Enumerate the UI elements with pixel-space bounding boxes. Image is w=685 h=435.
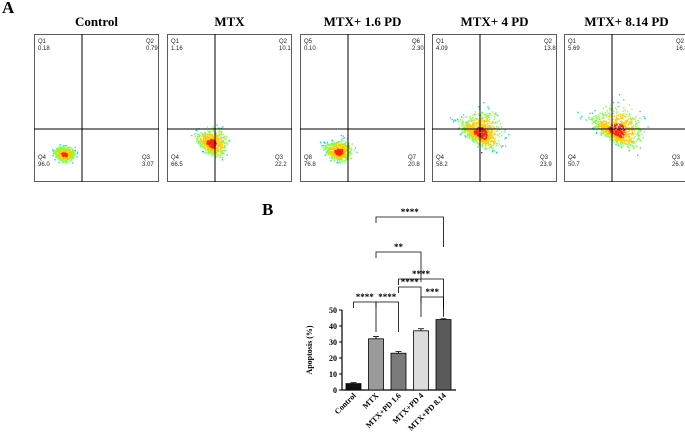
scatter-canvas [167,34,292,182]
event-dots [449,102,510,154]
bar [413,330,429,391]
significance-bracket [375,216,444,247]
bar [390,352,407,391]
flow-plot-title: MTX [214,14,245,29]
event-dots [191,124,231,161]
quadrant-label: Q2 [279,39,288,45]
significance-stars: **** [401,277,420,287]
quadrant-percentage: 13.8 [544,46,556,52]
y-tick-label: 10 [329,370,337,379]
event-dots [577,94,649,156]
quadrant-label: Q1 [568,39,577,45]
quadrant-percentage: 0.79 [146,46,158,52]
bar [368,338,384,391]
flow-scatter-plot: Q1 1.16 Q2 10.1 Q4 66.5 Q3 22.2 [167,34,292,182]
significance-stars: **** [356,292,375,302]
flow-scatter-plot: Q1 4.09 Q2 13.8 Q4 58.2 Q3 23.9 [432,34,557,182]
flow-plot-title: MTX+ 1.6 PD [323,14,402,29]
y-tick-label: 0 [333,386,337,395]
quadrant-label: Q2 [146,39,155,45]
quadrant-label: Q1 [171,39,180,45]
quadrant-percentage: 0.18 [38,46,50,52]
plot-frame [34,34,159,182]
quadrant-percentage: 16.8 [676,46,685,52]
bar [345,383,362,391]
flow-plot-title: MTX+ 4 PD [460,14,529,29]
quadrant-label: Q3 [672,155,681,161]
plot-frame [432,34,557,182]
quadrant-percentage: 4.09 [436,46,448,52]
quadrant-label: Q4 [568,155,577,161]
y-tick-label: 50 [329,306,337,315]
quadrant-percentage: 10.1 [279,46,291,52]
event-dots [319,134,358,164]
y-axis-title: Apoptosis (%) [305,325,314,374]
quadrant-percentage: 76.8 [304,162,316,168]
quadrant-percentage: 96.0 [38,162,50,168]
quadrant-label: Q7 [408,155,417,161]
significance-bracket [353,301,377,332]
quadrant-percentage: 1.16 [171,46,183,52]
quadrant-label: Q3 [540,155,549,161]
significance-stars: **** [378,292,397,302]
quadrant-label: Q8 [304,155,313,161]
plot-frame [167,34,292,182]
significance-bracket [375,301,399,332]
quadrant-label: Q1 [38,39,47,45]
quadrant-label: Q4 [171,155,180,161]
quadrant-label: Q1 [436,39,445,45]
scatter-canvas [34,34,159,182]
quadrant-label: Q3 [275,155,284,161]
quadrant-label: Q5 [304,39,313,45]
scatter-canvas [300,34,425,182]
quadrant-label: Q3 [142,155,151,161]
quadrant-percentage: 50.7 [568,162,580,168]
significance-bracket [375,251,422,282]
quadrant-percentage: 5.69 [568,46,580,52]
quadrant-label: Q6 [412,39,421,45]
plot-frame [564,34,685,182]
quadrant-percentage: 22.2 [275,162,287,168]
y-tick-label: 20 [329,354,337,363]
significance-stars: ** [394,242,404,252]
flow-scatter-plot: Q1 0.18 Q2 0.79 Q4 96.0 Q3 3.07 [34,34,159,182]
y-tick-label: 30 [329,338,337,347]
quadrant-percentage: 23.9 [540,162,552,168]
event-dots [51,144,79,164]
quadrant-percentage: 26.9 [672,162,684,168]
flow-scatter-plot: Q5 0.10 Q6 2.30 Q8 76.8 Q7 20.8 [300,34,425,182]
quadrant-label: Q4 [38,155,47,161]
flow-plot-title: MTX+ 8.14 PD [584,14,669,29]
quadrant-label: Q4 [436,155,445,161]
quadrant-percentage: 2.30 [412,46,424,52]
significance-stars: *** [426,287,440,297]
y-tick-label: 40 [329,322,337,331]
quadrant-percentage: 66.5 [171,162,183,168]
scatter-canvas [564,34,685,182]
significance-bracket [398,286,422,317]
quadrant-percentage: 3.07 [142,162,154,168]
quadrant-label: Q2 [544,39,553,45]
quadrant-percentage: 0.10 [304,46,316,52]
x-tick-label: MTX [361,391,381,411]
quadrant-percentage: 20.8 [408,162,420,168]
plot-frame [300,34,425,182]
significance-bracket [420,296,444,317]
quadrant-label: Q2 [676,39,685,45]
bar [435,319,452,391]
scatter-canvas [432,34,557,182]
panel-a-label: A [2,0,15,17]
flow-plot-title: Control [74,14,119,29]
significance-stars: **** [401,207,420,217]
panel-b-label: B [262,200,274,219]
quadrant-percentage: 58.2 [436,162,448,168]
